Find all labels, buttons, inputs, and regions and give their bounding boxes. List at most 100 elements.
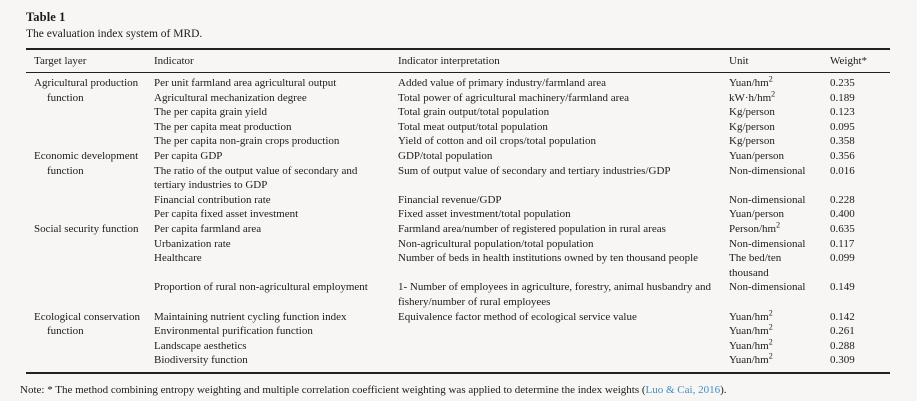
table-row: The per capita grain yield Total grain ou… bbox=[26, 105, 890, 120]
evaluation-index-table: Target layer Indicator Indicator interpr… bbox=[26, 48, 890, 374]
table-row: Social security function Per capita farml… bbox=[26, 222, 890, 237]
unit-cell: kW·h/hm2 bbox=[729, 90, 776, 104]
weight-cell: 0.235 bbox=[830, 77, 855, 89]
indicator-cell: The per capita meat production bbox=[154, 120, 292, 133]
interpretation-cell: Sum of output value of secondary and ter… bbox=[398, 164, 671, 177]
indicator-cell: Urbanization rate bbox=[154, 237, 231, 250]
unit-cell: Kg/person bbox=[729, 106, 775, 119]
interpretation-cell: Fixed asset investment/total population bbox=[398, 208, 571, 221]
interpretation-cell: Yield of cotton and oil crops/total popu… bbox=[398, 135, 596, 148]
table-caption: The evaluation index system of MRD. bbox=[26, 28, 203, 40]
weight-cell: 0.189 bbox=[830, 91, 855, 104]
unit-cell: Kg/person bbox=[729, 135, 775, 148]
interpretation-cell: Farmland area/number of registered popul… bbox=[398, 222, 666, 235]
table-row: Economic development function Per capita … bbox=[26, 149, 890, 177]
weight-cell: 0.635 bbox=[830, 222, 855, 235]
unit-cell: Yuan/person bbox=[729, 149, 784, 162]
unit-cell: Non-dimensional bbox=[729, 281, 806, 294]
interpretation-cell bbox=[398, 353, 729, 373]
target-layer-label: Agricultural production function bbox=[34, 77, 139, 104]
table-title: Table 1 bbox=[26, 10, 66, 24]
target-layer-cell: Social security function bbox=[26, 222, 154, 310]
target-layer-cell: Agricultural production function bbox=[26, 73, 154, 149]
weight-cell: 0.117 bbox=[830, 237, 855, 250]
interpretation-cell bbox=[398, 339, 729, 354]
table-row: Urbanization rate Non-agricultural popula… bbox=[26, 237, 890, 252]
table-row: Per capita fixed asset investment Fixed a… bbox=[26, 207, 890, 222]
table-row: Environmental purification function Yuan/… bbox=[26, 324, 890, 339]
weight-cell: 0.149 bbox=[830, 281, 855, 294]
unit-cell: Yuan/hm2 bbox=[729, 338, 773, 352]
unit-superscript: 2 bbox=[771, 90, 776, 98]
column-header-indicator-interpretation: Indicator interpretation bbox=[398, 49, 729, 73]
interpretation-cell bbox=[398, 324, 729, 339]
weight-cell: 0.016 bbox=[830, 164, 855, 177]
weight-cell: 0.261 bbox=[830, 325, 855, 338]
column-header-weight: Weight* bbox=[830, 49, 890, 73]
weight-cell: 0.309 bbox=[830, 354, 855, 367]
unit-cell: Yuan/hm2 bbox=[729, 353, 773, 367]
footnote-suffix: ). bbox=[720, 383, 727, 396]
table-row: The ratio of the output value of seconda… bbox=[26, 164, 890, 193]
indicator-cell: Maintaining nutrient cycling function in… bbox=[154, 310, 347, 323]
indicator-cell: Landscape aesthetics bbox=[154, 339, 247, 352]
interpretation-cell: Non-agricultural population/total popula… bbox=[398, 237, 594, 250]
interpretation-cell: Financial revenue/GDP bbox=[398, 193, 502, 206]
target-layer-label: Economic development function bbox=[34, 149, 139, 177]
interpretation-cell: Total grain output/total population bbox=[398, 106, 550, 119]
unit-cell: Kg/person bbox=[729, 120, 775, 133]
column-header-indicator: Indicator bbox=[154, 49, 398, 73]
weight-cell: 0.123 bbox=[830, 106, 855, 119]
indicator-cell: Biodiversity function bbox=[154, 354, 248, 367]
target-layer-cell: Ecological conservation function bbox=[26, 310, 154, 373]
indicator-cell: Healthcare bbox=[154, 252, 202, 265]
unit-cell: The bed/ten thousand bbox=[729, 252, 782, 279]
table-footnote: Note: * The method combining entropy wei… bbox=[20, 384, 891, 396]
table-row: Agricultural production function Per unit… bbox=[26, 73, 890, 104]
weight-cell: 0.142 bbox=[830, 310, 855, 323]
indicator-cell: Agricultural mechanization degree bbox=[154, 91, 307, 104]
table-row: The per capita non-grain crops productio… bbox=[26, 134, 890, 149]
unit-cell: Non-dimensional bbox=[729, 193, 806, 206]
weight-cell: 0.099 bbox=[830, 252, 855, 265]
table-row: Landscape aesthetics Yuan/hm2 0.288 bbox=[26, 339, 890, 354]
indicator-cell: The ratio of the output value of seconda… bbox=[154, 164, 358, 192]
interpretation-cell: Added value of primary industry/farmland… bbox=[398, 77, 607, 89]
target-layer-label: Social security function bbox=[34, 222, 139, 235]
table-row: Financial contribution rate Financial rev… bbox=[26, 193, 890, 208]
table-row: The per capita meat production Total meat… bbox=[26, 120, 890, 135]
table-row: Agricultural mechanization degree Total p… bbox=[26, 91, 890, 106]
weight-cell: 0.400 bbox=[830, 208, 855, 221]
unit-cell: Yuan/hm2 bbox=[729, 309, 773, 323]
column-header-unit: Unit bbox=[729, 49, 830, 73]
indicator-cell: Per unit farmland area agricultural outp… bbox=[154, 77, 337, 89]
unit-cell: Yuan/hm2 bbox=[729, 74, 773, 89]
interpretation-cell: Number of beds in health institutions ow… bbox=[398, 252, 699, 265]
indicator-cell: The per capita grain yield bbox=[154, 106, 268, 119]
indicator-cell: Financial contribution rate bbox=[154, 193, 271, 206]
footnote-text: Note: * The method combining entropy wei… bbox=[20, 383, 646, 396]
weight-cell: 0.358 bbox=[830, 135, 855, 148]
unit-superscript: 2 bbox=[768, 74, 773, 84]
weight-cell: 0.288 bbox=[830, 339, 855, 352]
interpretation-cell: Total meat output/total population bbox=[398, 120, 548, 133]
interpretation-cell: Equivalence factor method of ecological … bbox=[398, 310, 637, 323]
indicator-cell: Per capita fixed asset investment bbox=[154, 208, 299, 221]
indicator-cell: The per capita non-grain crops productio… bbox=[154, 135, 340, 148]
table-row: Biodiversity function Yuan/hm2 0.309 bbox=[26, 353, 890, 373]
citation-link[interactable]: Luo & Cai, 2016 bbox=[645, 383, 721, 396]
header-row: Target layer Indicator Indicator interpr… bbox=[26, 49, 890, 73]
unit-superscript: 2 bbox=[768, 309, 773, 317]
table-row: Ecological conservation function Maintain… bbox=[26, 309, 890, 338]
unit-cell: Yuan/person bbox=[729, 208, 784, 221]
weight-cell: 0.228 bbox=[830, 193, 855, 206]
table-header: Target layer Indicator Indicator interpr… bbox=[26, 49, 890, 73]
weight-cell: 0.356 bbox=[830, 149, 855, 162]
column-header-target-layer: Target layer bbox=[26, 49, 154, 73]
target-layer-label: Ecological conservation function bbox=[34, 310, 140, 338]
indicator-cell: Per capita GDP bbox=[154, 149, 223, 162]
interpretation-cell: Total power of agricultural machinery/fa… bbox=[398, 91, 630, 104]
indicator-cell: Environmental purification function bbox=[154, 325, 313, 338]
weight-cell: 0.095 bbox=[830, 120, 855, 133]
